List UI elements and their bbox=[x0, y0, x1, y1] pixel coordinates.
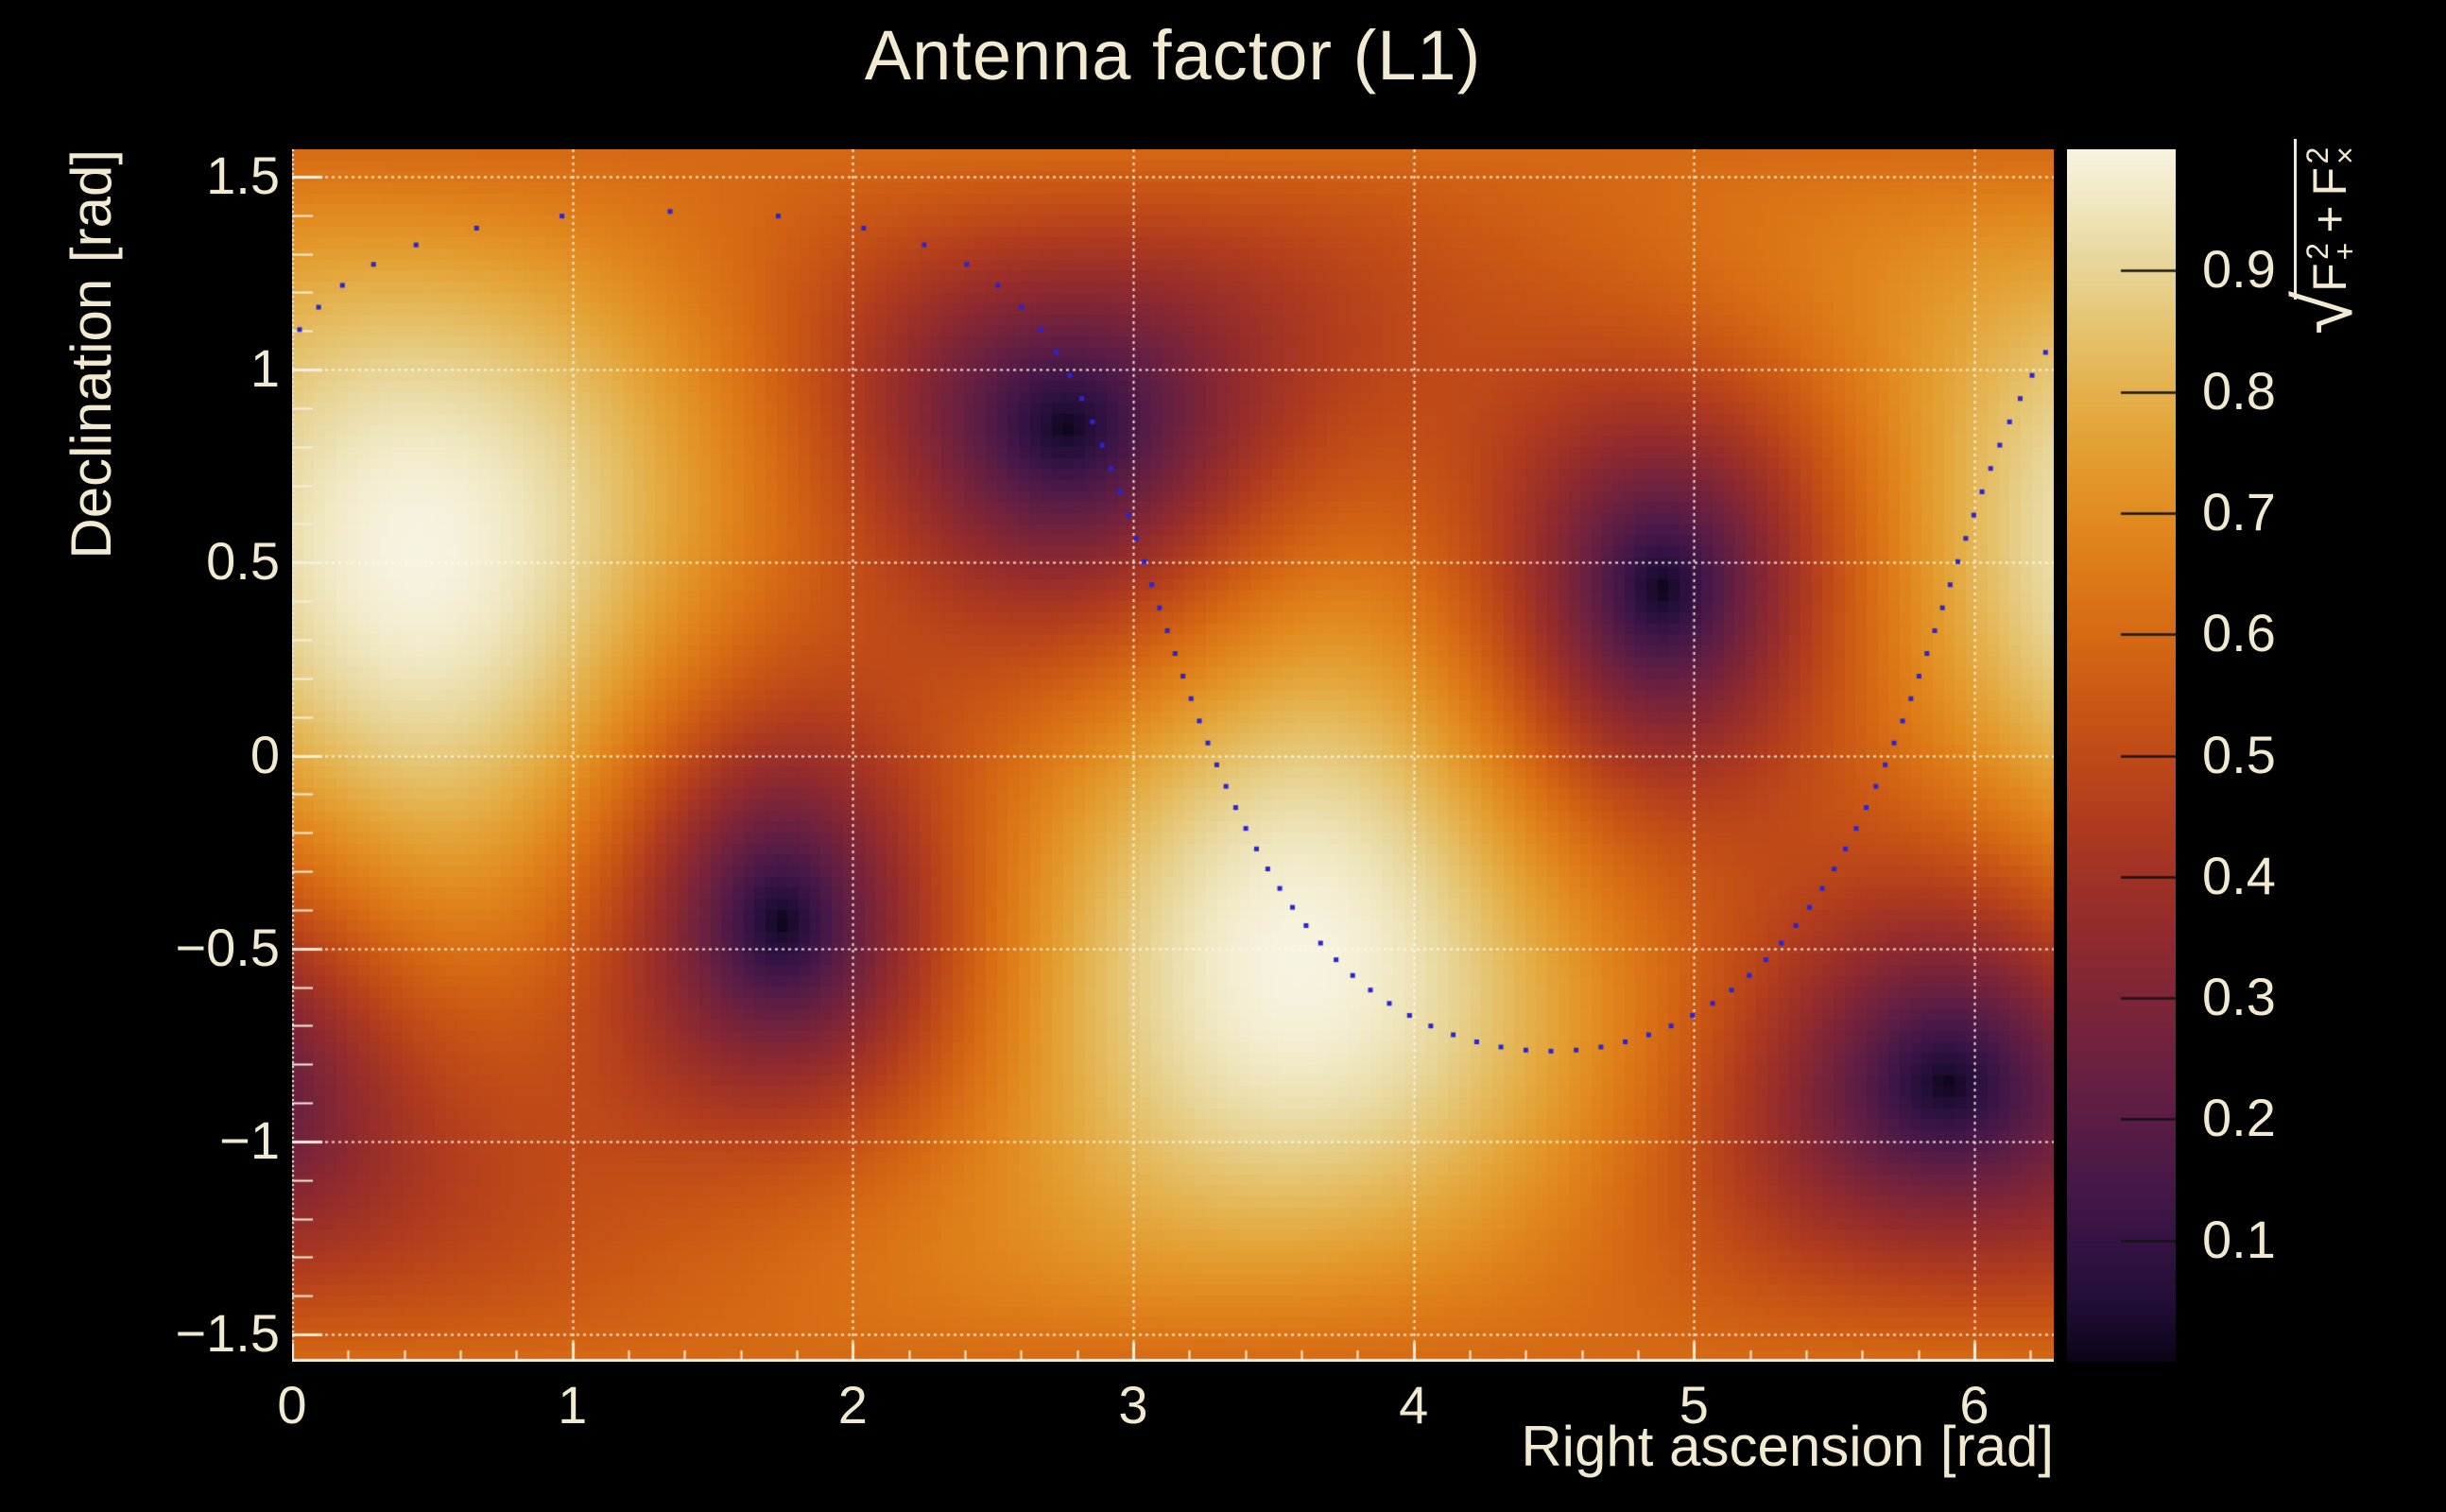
y-tick-label: 0 bbox=[250, 724, 280, 784]
colorbar-tick-label: 0.6 bbox=[2202, 603, 2276, 663]
colorbar-tick-label: 0.3 bbox=[2202, 967, 2276, 1027]
colorbar-tick-label: 0.7 bbox=[2202, 481, 2276, 541]
x-tick-label: 0 bbox=[277, 1375, 307, 1435]
colorbar-tick-label: 0.1 bbox=[2202, 1209, 2276, 1269]
y-tick-label: 0.5 bbox=[206, 531, 280, 592]
x-axis-title: Right ascension [rad] bbox=[1521, 1415, 2054, 1478]
f-cross-base: F bbox=[2302, 166, 2356, 197]
y-tick-label: 1.5 bbox=[206, 145, 280, 205]
f-cross-scripts: 2 × bbox=[2300, 146, 2362, 164]
y-tick-label: −1 bbox=[219, 1109, 280, 1170]
y-axis-title-text: Declination [rad] bbox=[60, 149, 123, 559]
y-axis-title: Declination [rad] bbox=[59, 149, 127, 614]
colorbar-tick-label: 0.9 bbox=[2202, 239, 2276, 300]
heatmap-canvas bbox=[292, 149, 2054, 1362]
colorbar-tick-label: 0.2 bbox=[2202, 1088, 2276, 1148]
plus-operator: + bbox=[2302, 205, 2356, 233]
x-tick-label: 4 bbox=[1399, 1375, 1429, 1435]
x-tick-label: 6 bbox=[1959, 1375, 1990, 1435]
y-tick-label: −1.5 bbox=[175, 1303, 280, 1364]
x-tick-label: 2 bbox=[837, 1375, 868, 1435]
x-tick-label: 5 bbox=[1679, 1375, 1709, 1435]
colorbar-tick-label: 0.5 bbox=[2202, 724, 2276, 784]
f-cross-squared: F 2 × bbox=[2300, 146, 2362, 197]
chart-title: Antenna factor (L1) bbox=[864, 16, 1482, 94]
colorbar-canvas bbox=[2067, 149, 2176, 1362]
colorbar-axis-title: √ F 2 + + F 2 × bbox=[2278, 79, 2372, 335]
colorbar-tick-label: 0.4 bbox=[2202, 845, 2276, 905]
y-tick-label: −0.5 bbox=[175, 917, 280, 977]
f-cross-subscript: × bbox=[2327, 146, 2362, 164]
colorbar-tick-label: 0.8 bbox=[2202, 360, 2276, 421]
x-tick-label: 3 bbox=[1118, 1375, 1148, 1435]
x-tick-label: 1 bbox=[558, 1375, 588, 1435]
y-tick-label: 1 bbox=[250, 338, 280, 399]
